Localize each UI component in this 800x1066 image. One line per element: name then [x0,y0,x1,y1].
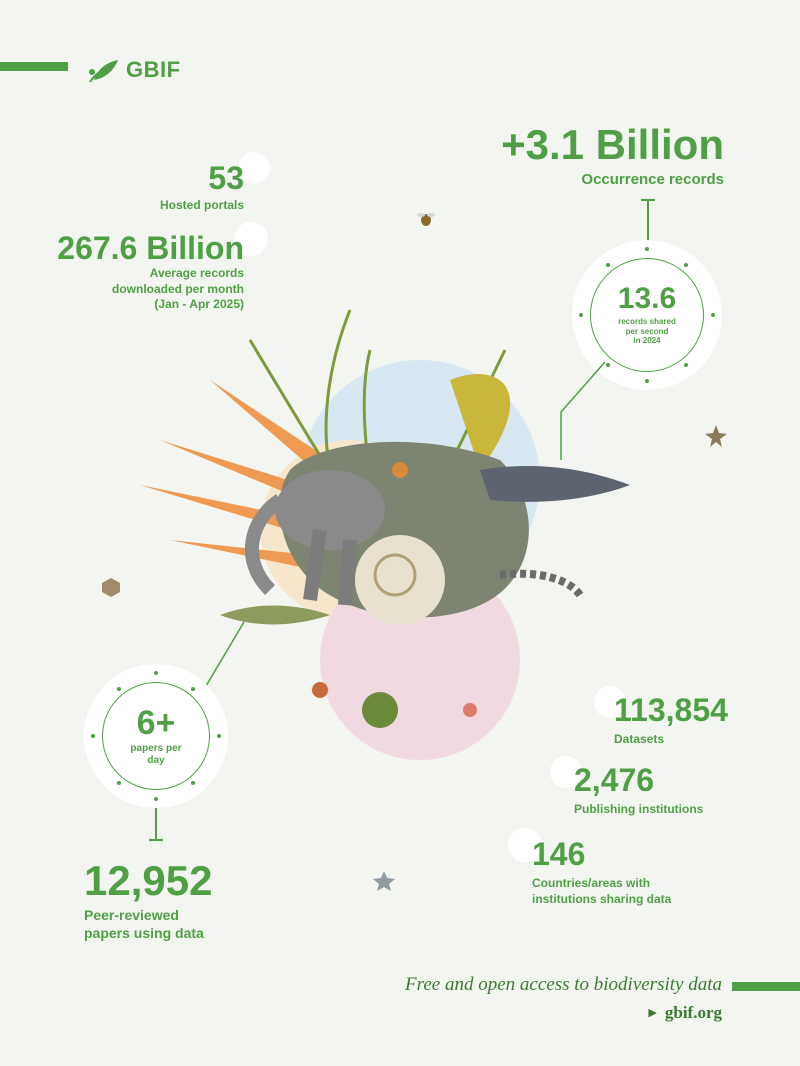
logo-text: GBIF [126,57,181,82]
connector-tick [641,199,655,201]
tagline: Free and open access to biodiversity dat… [405,974,722,995]
connector-tick [149,839,163,841]
peer-reviewed-papers-label-line: papers using data [84,925,204,942]
bee-icon [417,213,435,226]
connector-line [560,361,606,460]
papers-per-day-badge: 6+ papers per day [84,664,228,808]
papers-per-day-label-line: day [147,754,165,766]
occurrence-records-value: +3.1 Billion [501,121,724,168]
peer-reviewed-papers-value: 12,952 [84,857,213,904]
downloads-label-line: downloaded per month [112,281,244,296]
publishing-institutions-stat: 2,476 Publishing institutions [574,764,703,818]
countries-label-line: Countries/areas with [532,876,651,890]
star-shell-icon [705,425,727,447]
publishing-institutions-value: 2,476 [574,762,655,798]
site-link-text[interactable]: gbif.org [664,1003,722,1022]
bubble-decor [594,686,626,718]
occurrence-records-label: Occurrence records [581,171,724,188]
peer-reviewed-papers-label-line: Peer-reviewed [84,907,179,923]
biodiversity-collage-illustration [140,309,630,760]
leaf-icon [89,60,118,83]
records-per-second-value: 13.6 [617,282,677,316]
bubble-decor [550,756,582,788]
papers-per-day-label-line: papers per [130,742,182,754]
connector-line [205,621,245,687]
connector-line [155,808,157,840]
datasets-value: 113,854 [614,692,728,728]
countries-value: 146 [532,836,586,872]
bubble-decor [238,152,270,184]
records-per-second-label-line: per second [625,326,669,336]
site-link[interactable]: ▶ gbif.org [648,1003,722,1023]
downloads-label-line: (Jan - Apr 2025) [154,297,244,312]
play-arrow-icon: ▶ [648,1007,657,1019]
hosted-portals-stat: 53 Hosted portals [160,162,244,214]
countries-stat: 146 Countries/areas with institutions sh… [532,838,671,907]
records-per-second-badge: 13.6 records shared per second in 2024 [572,240,722,390]
cube-icon [102,578,120,597]
succulent-icon [373,871,395,891]
datasets-label: Datasets [614,732,665,746]
downloads-value: 267.6 Billion [57,230,244,266]
publishing-institutions-label: Publishing institutions [574,802,704,816]
hosted-portals-value: 53 [208,160,244,196]
records-per-second-label-line: records shared [618,317,676,327]
peer-reviewed-papers-stat: 12,952 Peer-reviewed papers using data [84,860,212,942]
papers-per-day-value: 6+ [136,703,176,742]
gbif-logo[interactable]: GBIF [84,50,194,90]
bubble-decor [234,222,268,256]
occurrence-records-stat: +3.1 Billion Occurrence records [501,124,724,190]
bubble-decor [508,828,542,862]
countries-label-line: institutions sharing data [532,891,672,906]
downloads-stat: 267.6 Billion Average records downloaded… [57,232,244,313]
footer-accent-bar [732,982,800,991]
connector-line [647,200,649,244]
downloads-label-line: Average records [149,266,244,280]
datasets-stat: 113,854 Datasets [614,694,728,748]
hosted-portals-label: Hosted portals [159,198,244,212]
records-per-second-label-line: in 2024 [633,336,661,346]
header-accent-bar [0,62,68,71]
